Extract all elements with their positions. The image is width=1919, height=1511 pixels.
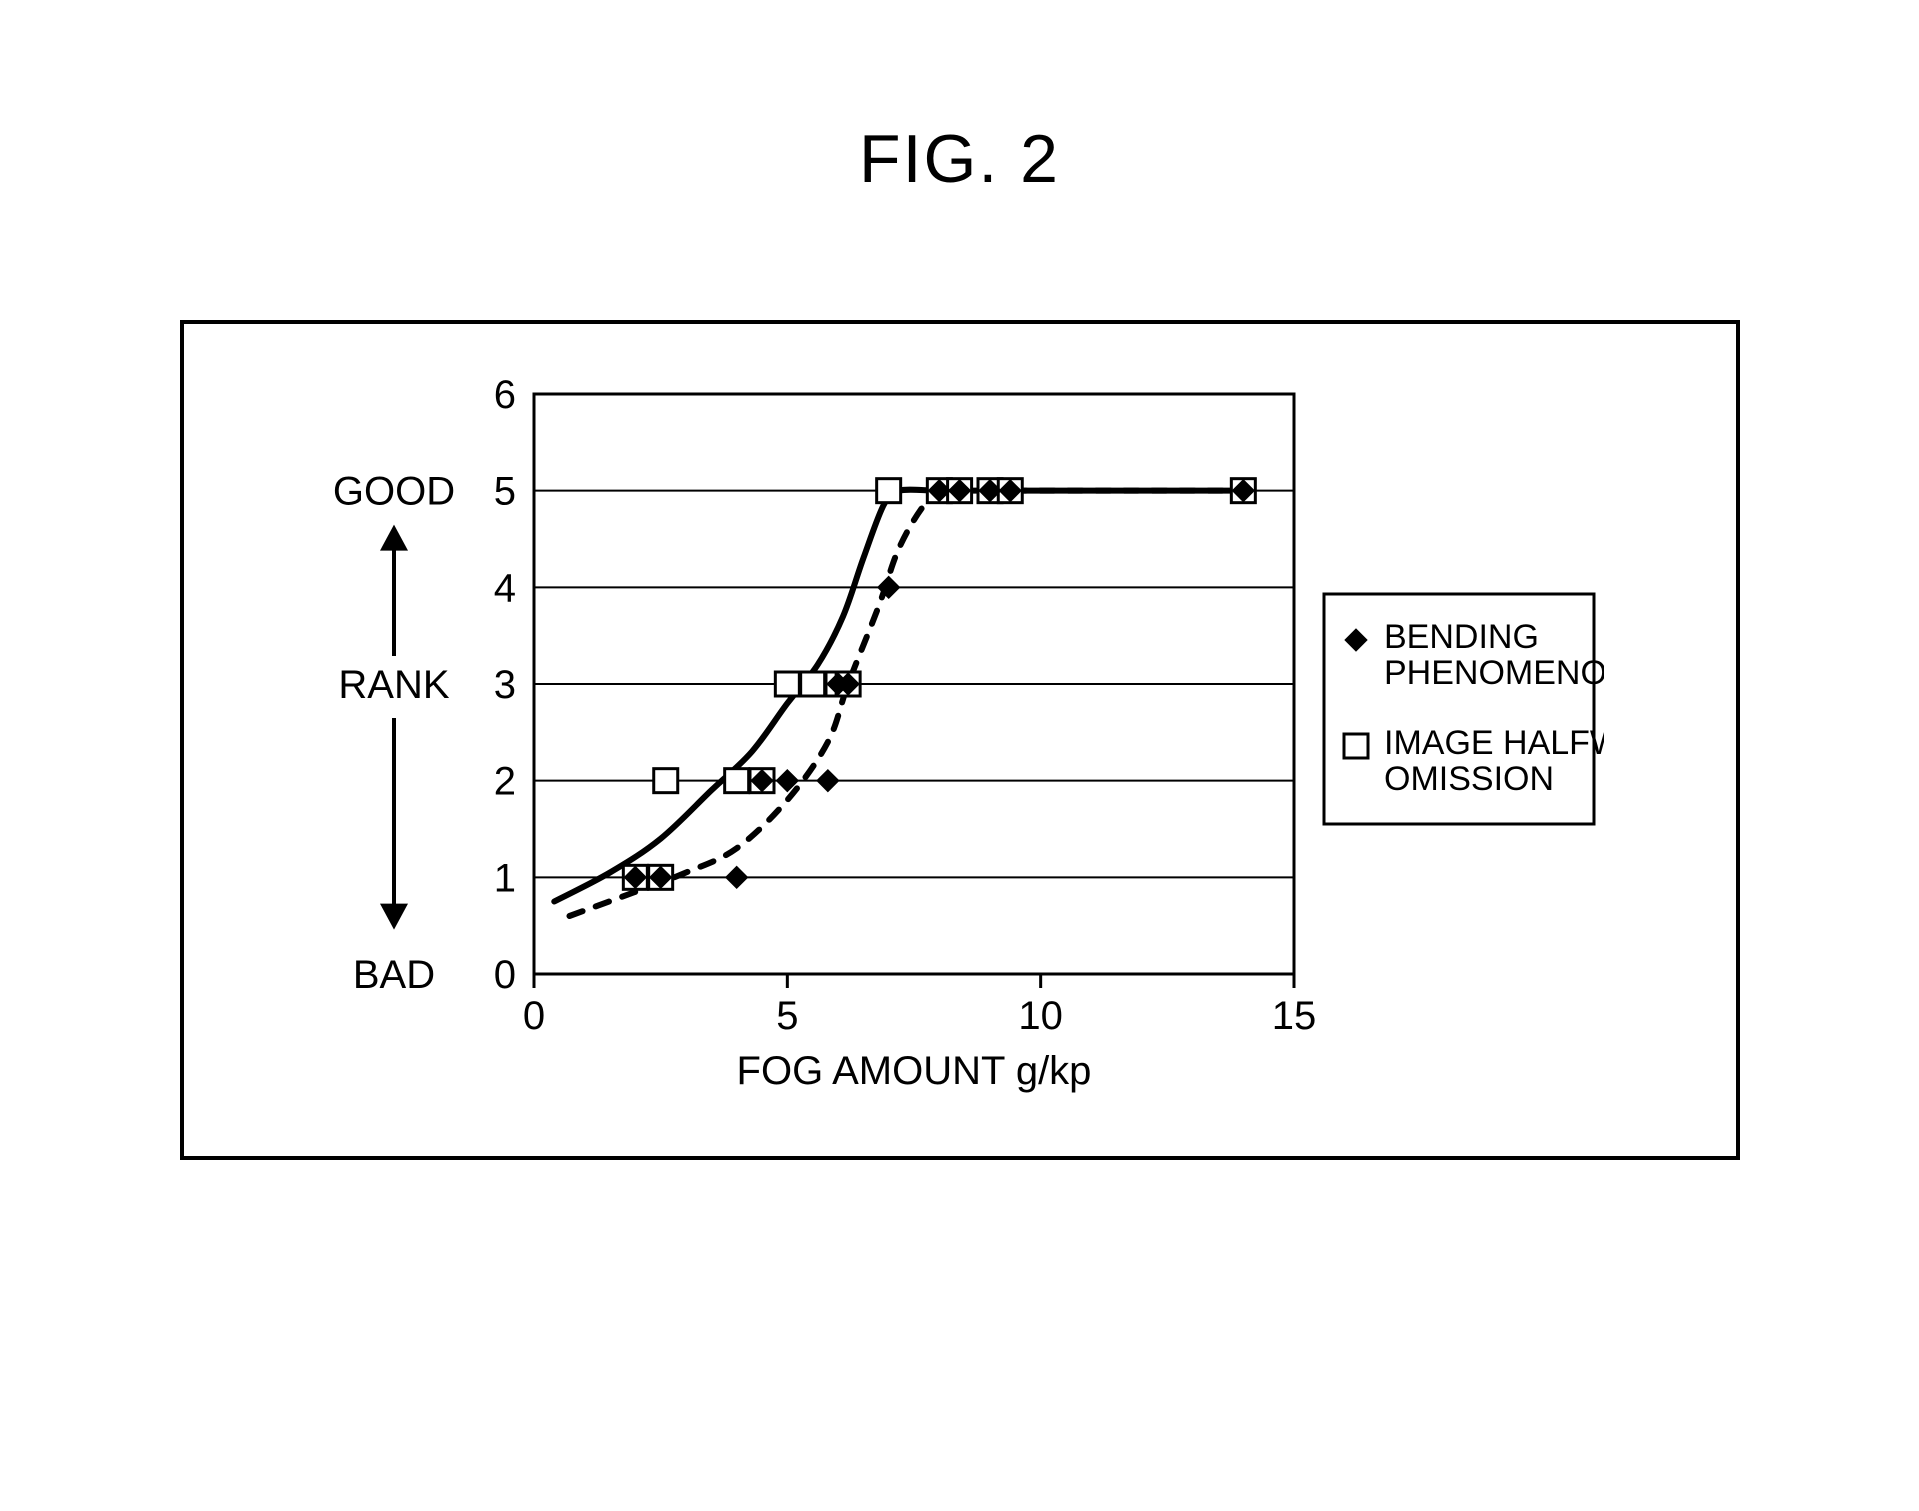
y-tick-label: 5 [494,470,516,514]
chart: 0 5 10 15 0 1 2 3 4 5 6 FOG AMOUNT g/kp GOOD RANK BAD B… [304,354,1604,1134]
legend-label: OMISSION [1384,760,1554,798]
legend-label: IMAGE HALFWAY [1384,724,1604,762]
y-tick-label: 0 [494,953,516,997]
y-tick-label: 4 [494,566,516,610]
y-tick-label: 6 [494,373,516,417]
y-tick-label: 3 [494,663,516,707]
arrow-down-icon [380,904,408,930]
chart-svg: 0 5 10 15 0 1 2 3 4 5 6 FOG AMOUNT g/kp GOOD RANK BAD B… [304,354,1604,1134]
square-marker-icon [775,672,799,696]
square-marker-icon [801,672,825,696]
x-tick-label: 0 [523,994,545,1038]
x-axis-label: FOG AMOUNT g/kp [737,1049,1092,1093]
y-tick-label: 1 [494,856,516,900]
square-marker-icon [877,479,901,503]
chart-outer-frame: 0 5 10 15 0 1 2 3 4 5 6 FOG AMOUNT g/kp GOOD RANK BAD B… [180,320,1740,1160]
x-tick-label: 10 [1018,994,1063,1038]
square-marker-icon [1344,734,1368,758]
y-tick-label: 2 [494,760,516,804]
rank-label: RANK [338,663,449,707]
bad-label: BAD [353,953,435,997]
good-label: GOOD [333,470,455,514]
legend-label: BENDING [1384,618,1539,656]
square-marker-icon [654,769,678,793]
figure-title: FIG. 2 [859,120,1060,198]
square-marker-icon [725,769,749,793]
arrow-up-icon [380,525,408,551]
x-tick-label: 15 [1272,994,1317,1038]
x-tick-label: 5 [776,994,798,1038]
legend-label: PHENOMENON [1384,654,1604,692]
